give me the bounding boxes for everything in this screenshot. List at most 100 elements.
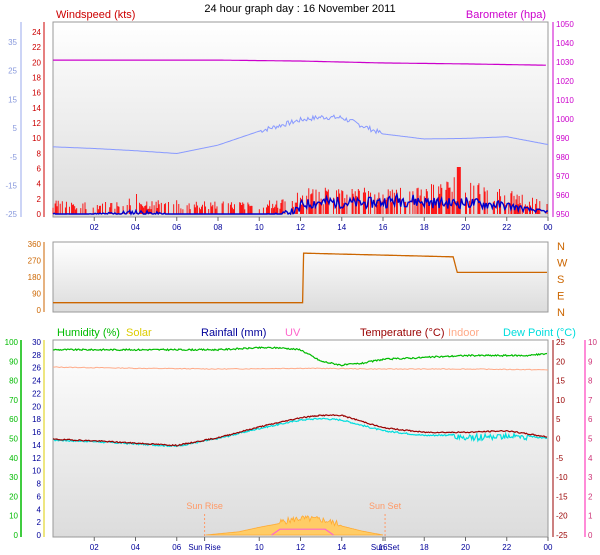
solar-tick-label: 4 — [37, 505, 42, 514]
baro-tick-label: 970 — [556, 172, 570, 181]
baro-tick-label: 1030 — [556, 58, 574, 67]
outer-tick-label: 25 — [8, 67, 17, 76]
outer-tick-label: 35 — [8, 38, 17, 47]
x-tick-label: 06 — [172, 223, 181, 232]
wind-tick-label: 12 — [32, 119, 41, 128]
baro-tick-label: 950 — [556, 210, 570, 219]
direction-tick-label: 90 — [32, 290, 41, 299]
humidity-tick-label: 60 — [9, 415, 18, 424]
x-tick-label: 10 — [255, 543, 264, 552]
solar-tick-label: 16 — [32, 428, 41, 437]
baro-tick-label: 1000 — [556, 115, 574, 124]
outer-tick-label: -5 — [10, 153, 18, 162]
solar-tick-label: 26 — [32, 364, 41, 373]
wind-tick-label: 14 — [32, 104, 41, 113]
wind-tick-label: 18 — [32, 74, 41, 83]
direction-tick-label: 0 — [37, 306, 42, 315]
direction-tick-label: 360 — [28, 240, 42, 249]
temp-tick-label: 25 — [556, 338, 565, 347]
outer-tick-label: 5 — [13, 124, 18, 133]
x-tick-label: 20 — [461, 223, 470, 232]
x-tick-label: 16 — [379, 223, 388, 232]
baro-tick-label: 990 — [556, 134, 570, 143]
solar-tick-label: 22 — [32, 389, 41, 398]
humidity-tick-label: 10 — [9, 512, 18, 521]
uv-tick-label: 10 — [588, 338, 597, 347]
uv-label: UV — [285, 327, 301, 339]
indoor-label: Indoor — [448, 327, 480, 339]
baro-tick-label: 1010 — [556, 96, 574, 105]
x-tick-label: 12 — [296, 223, 305, 232]
wind-direction-line — [53, 252, 547, 304]
x-tick-label: 02 — [90, 223, 99, 232]
baro-axis-title: Barometer (hpa) — [466, 9, 546, 21]
direction-tick-label: 180 — [28, 273, 42, 282]
x-tick-label: 00 — [544, 223, 553, 232]
temperature-alt-line — [52, 114, 549, 155]
humidity-tick-label: 80 — [9, 377, 18, 386]
temp-tick-label: -10 — [556, 473, 568, 482]
x-tick-label: 20 — [461, 543, 470, 552]
chart-title: 24 hour graph day : 16 November 2011 — [204, 3, 395, 15]
baro-tick-label: 1040 — [556, 39, 574, 48]
x-tick-label: 08 — [214, 223, 223, 232]
temp-tick-label: -15 — [556, 492, 568, 501]
wind-axis-title: Windspeed (kts) — [56, 9, 135, 21]
solar-tick-label: 6 — [37, 492, 42, 501]
solar-tick-label: 0 — [37, 531, 42, 540]
wind-tick-label: 22 — [32, 43, 41, 52]
wind-tick-label: 6 — [37, 165, 42, 174]
uv-tick-label: 6 — [588, 415, 593, 424]
uv-tick-label: 1 — [588, 512, 593, 521]
x-tick-label: 04 — [131, 223, 140, 232]
dewpoint-label: Dew Point (°C) — [503, 327, 576, 339]
temp-tick-label: 0 — [556, 435, 561, 444]
uv-tick-label: 8 — [588, 377, 593, 386]
x-tick-label: 06 — [172, 543, 181, 552]
compass-label: N — [557, 307, 565, 319]
solar-label: Solar — [126, 327, 152, 339]
humidity-tick-label: 30 — [9, 473, 18, 482]
humidity-tick-label: 90 — [9, 357, 18, 366]
x-tick-label: 04 — [131, 543, 140, 552]
uv-tick-label: 3 — [588, 473, 593, 482]
wind-tick-label: 10 — [32, 134, 41, 143]
x-tick-label: 18 — [420, 223, 429, 232]
baro-tick-label: 960 — [556, 191, 570, 200]
x-tick-label: 10 — [255, 223, 264, 232]
baro-tick-label: 980 — [556, 153, 570, 162]
temp-tick-label: -25 — [556, 531, 568, 540]
outer-tick-label: -25 — [5, 210, 17, 219]
wind-tick-label: 2 — [37, 195, 42, 204]
outer-tick-label: -15 — [5, 181, 17, 190]
temp-tick-label: -5 — [556, 454, 564, 463]
x-tick-label: Sun Rise — [188, 543, 221, 552]
temp-tick-label: 15 — [556, 377, 565, 386]
compass-label: W — [557, 258, 568, 270]
barometer-line — [53, 59, 546, 66]
uv-tick-label: 0 — [588, 531, 593, 540]
solar-tick-label: 14 — [32, 441, 41, 450]
x-tick-label: 14 — [337, 223, 346, 232]
rainfall-label: Rainfall (mm) — [201, 327, 266, 339]
uv-line — [271, 528, 334, 536]
x-tick-label: 02 — [90, 543, 99, 552]
temp-tick-label: 10 — [556, 396, 565, 405]
wind-tick-label: 0 — [37, 210, 42, 219]
uv-tick-label: 7 — [588, 396, 593, 405]
humidity-label: Humidity (%) — [57, 327, 120, 339]
x-tick-label: Sun Set — [371, 543, 400, 552]
solar-tick-label: 30 — [32, 338, 41, 347]
wind-tick-label: 8 — [37, 149, 42, 158]
solar-tick-label: 10 — [32, 467, 41, 476]
solar-tick-label: 8 — [37, 480, 42, 489]
x-tick-label: 14 — [337, 543, 346, 552]
temp-tick-label: 5 — [556, 415, 561, 424]
uv-tick-label: 5 — [588, 435, 593, 444]
solar-tick-label: 20 — [32, 402, 41, 411]
uv-tick-label: 9 — [588, 357, 593, 366]
plot-area-wind-direction — [52, 241, 549, 313]
temp-tick-label: 20 — [556, 357, 565, 366]
baro-tick-label: 1020 — [556, 77, 574, 86]
x-tick-label: 00 — [544, 543, 553, 552]
